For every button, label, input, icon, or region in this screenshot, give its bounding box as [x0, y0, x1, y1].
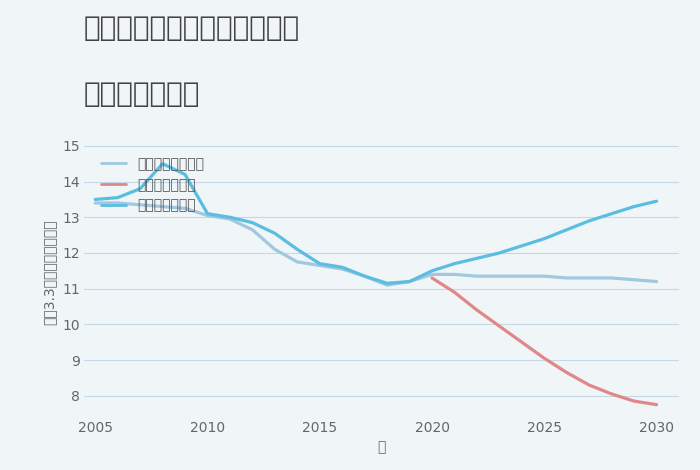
ノーマルシナリオ — [181, 205, 189, 211]
グッドシナリオ — [338, 265, 346, 270]
グッドシナリオ — [428, 268, 436, 274]
ノーマルシナリオ — [248, 227, 257, 233]
グッドシナリオ — [585, 218, 594, 224]
グッドシナリオ — [405, 279, 414, 284]
ノーマルシナリオ — [271, 247, 279, 252]
グッドシナリオ — [181, 172, 189, 177]
Text: 土地の価格推移: 土地の価格推移 — [84, 80, 200, 108]
Line: ノーマルシナリオ: ノーマルシナリオ — [95, 203, 657, 285]
ノーマルシナリオ — [316, 263, 324, 268]
グッドシナリオ — [630, 204, 638, 209]
ノーマルシナリオ — [450, 272, 459, 277]
ノーマルシナリオ — [473, 274, 481, 279]
バッドシナリオ — [495, 323, 503, 329]
ノーマルシナリオ — [585, 275, 594, 281]
グッドシナリオ — [495, 250, 503, 256]
グッドシナリオ — [158, 161, 167, 166]
ノーマルシナリオ — [158, 204, 167, 209]
グッドシナリオ — [360, 274, 369, 279]
バッドシナリオ — [563, 370, 571, 376]
グッドシナリオ — [608, 211, 616, 217]
グッドシナリオ — [540, 236, 549, 242]
ノーマルシナリオ — [293, 259, 302, 265]
バッドシナリオ — [517, 339, 526, 345]
バッドシナリオ — [428, 275, 436, 281]
バッドシナリオ — [630, 398, 638, 404]
バッドシナリオ — [608, 391, 616, 397]
ノーマルシナリオ — [203, 212, 211, 218]
グッドシナリオ — [136, 186, 144, 192]
Line: グッドシナリオ: グッドシナリオ — [95, 164, 657, 283]
ノーマルシナリオ — [383, 282, 391, 288]
グッドシナリオ — [473, 256, 481, 261]
ノーマルシナリオ — [540, 274, 549, 279]
ノーマルシナリオ — [517, 274, 526, 279]
ノーマルシナリオ — [338, 266, 346, 272]
ノーマルシナリオ — [563, 275, 571, 281]
Text: 三重県松阪市嬉野須賀領町の: 三重県松阪市嬉野須賀領町の — [84, 14, 300, 42]
X-axis label: 年: 年 — [377, 440, 386, 454]
Y-axis label: 坪（3.3㎡）単価（万円）: 坪（3.3㎡）単価（万円） — [43, 220, 57, 325]
ノーマルシナリオ — [91, 200, 99, 206]
グッドシナリオ — [91, 196, 99, 202]
バッドシナリオ — [540, 355, 549, 361]
ノーマルシナリオ — [113, 200, 122, 206]
ノーマルシナリオ — [495, 274, 503, 279]
グッドシナリオ — [271, 230, 279, 236]
グッドシナリオ — [113, 195, 122, 201]
Legend: ノーマルシナリオ, バッドシナリオ, グッドシナリオ: ノーマルシナリオ, バッドシナリオ, グッドシナリオ — [97, 153, 209, 217]
グッドシナリオ — [517, 243, 526, 249]
バッドシナリオ — [652, 402, 661, 407]
グッドシナリオ — [316, 261, 324, 266]
グッドシナリオ — [450, 261, 459, 266]
グッドシナリオ — [652, 198, 661, 204]
ノーマルシナリオ — [405, 279, 414, 284]
グッドシナリオ — [203, 211, 211, 217]
Line: バッドシナリオ: バッドシナリオ — [432, 278, 657, 405]
グッドシナリオ — [563, 227, 571, 233]
グッドシナリオ — [225, 214, 234, 220]
ノーマルシナリオ — [428, 272, 436, 277]
ノーマルシナリオ — [630, 277, 638, 282]
ノーマルシナリオ — [360, 274, 369, 279]
グッドシナリオ — [383, 281, 391, 286]
バッドシナリオ — [473, 307, 481, 313]
ノーマルシナリオ — [136, 202, 144, 208]
グッドシナリオ — [248, 220, 257, 226]
ノーマルシナリオ — [608, 275, 616, 281]
バッドシナリオ — [585, 382, 594, 388]
グッドシナリオ — [293, 247, 302, 252]
ノーマルシナリオ — [652, 279, 661, 284]
バッドシナリオ — [450, 290, 459, 295]
ノーマルシナリオ — [225, 216, 234, 222]
